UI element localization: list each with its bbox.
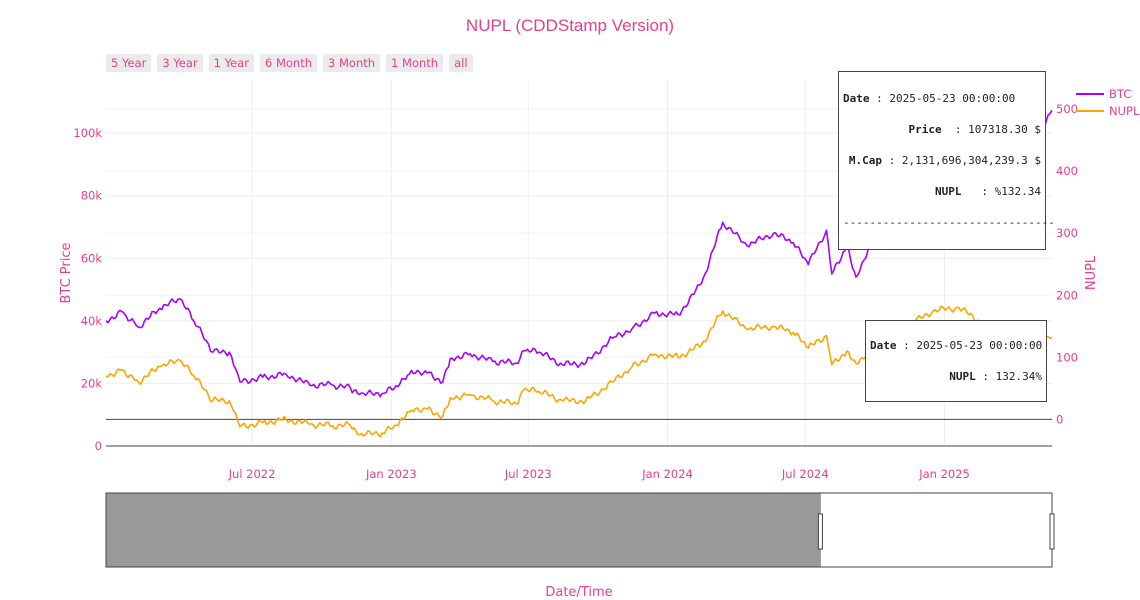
- chart-title: NUPL (CDDStamp Version): [465, 16, 675, 35]
- hover-tooltip-nupl: Date : 2025-05-23 00:00:00 NUPL : 132.34…: [865, 320, 1047, 402]
- range-button-3-month[interactable]: 3 Month: [323, 54, 381, 72]
- y-tick-label: 100k: [73, 126, 102, 140]
- y-tick-label: 60k: [81, 251, 103, 265]
- range-button-1-year[interactable]: 1 Year: [208, 54, 254, 72]
- x-axis: Jul 2022 Jan 2023 Jul 2023 Jan 2024 Jul 2024…: [228, 467, 970, 481]
- tooltip-date-label: Date: [843, 91, 870, 105]
- tooltip2-date-label: Date: [870, 338, 897, 352]
- x-tick-label: Jan 2024: [641, 467, 693, 481]
- legend[interactable]: BTC NUPL: [1076, 87, 1140, 118]
- range-button-1-month[interactable]: 1 Month: [386, 54, 444, 72]
- y2-tick-label: 0: [1056, 412, 1063, 426]
- tooltip-price-value: 107318.30 $: [968, 122, 1041, 136]
- legend-label-nupl: NUPL: [1109, 104, 1140, 118]
- zero-lines: [106, 418, 1052, 447]
- range-slider-handle-right: [1049, 513, 1055, 550]
- y2-tick-label: 400: [1056, 164, 1078, 178]
- range-slider[interactable]: [105, 492, 1055, 568]
- range-selector[interactable]: 5 Year 3 Year 1 Year 6 Month 3 Month 1 M…: [106, 54, 473, 72]
- y2-axis-label: NUPL: [1084, 255, 1099, 290]
- range-slider-unselected: [106, 493, 821, 567]
- y2-tick-label: 200: [1056, 288, 1078, 302]
- y-tick-label: 20k: [81, 376, 103, 390]
- range-button-all[interactable]: all: [449, 54, 473, 72]
- x-tick-label: Jul 2024: [781, 467, 829, 481]
- grid-lines: [106, 80, 1052, 446]
- y-tick-label: 80k: [81, 189, 103, 203]
- hover-tooltip-main: Date : 2025-05-23 00:00:00 Price : 10731…: [838, 71, 1055, 250]
- x-tick-label: Jan 2023: [365, 467, 417, 481]
- tooltip-date-value: 2025-05-23 00:00:00: [889, 91, 1016, 105]
- tooltip-mcap-value: 2,131,696,304,239.3 $: [901, 153, 1041, 167]
- tooltip-nupl-label: NUPL: [935, 184, 962, 198]
- y2-tick-label: 300: [1056, 226, 1078, 240]
- x-tick-label: Jul 2022: [228, 467, 276, 481]
- range-button-3-year[interactable]: 3 Year: [157, 54, 203, 72]
- y-tick-label: 40k: [81, 314, 103, 328]
- tooltip-price-label: Price: [908, 122, 942, 136]
- x-axis-label: Date/Time: [545, 585, 612, 600]
- x-tick-label: Jan 2025: [918, 467, 970, 481]
- y2-tick-label: 100: [1056, 350, 1078, 364]
- range-slider-handle-left: [817, 513, 823, 550]
- range-button-5-year[interactable]: 5 Year: [106, 54, 152, 72]
- legend-label-btc: BTC: [1109, 87, 1131, 101]
- tooltip-nupl-value: %132.34: [994, 184, 1041, 198]
- tooltip2-nupl-value: 132.34%: [995, 369, 1042, 383]
- y2-tick-label: 500: [1056, 102, 1078, 116]
- y-axis-left: 0 20k 40k 60k 80k 100k: [73, 126, 102, 453]
- x-tick-label: Jul 2023: [504, 467, 552, 481]
- y-axis-right: 0 100 200 300 400 500: [1056, 102, 1078, 426]
- range-button-6-month[interactable]: 6 Month: [259, 54, 318, 72]
- tooltip2-date-value: 2025-05-23 00:00:00: [916, 338, 1043, 352]
- y-axis-label: BTC Price: [59, 242, 74, 303]
- tooltip-separator: --------------------------------: [843, 215, 1055, 229]
- tooltip2-nupl-label: NUPL: [949, 369, 976, 383]
- tooltip-mcap-label: M.Cap: [848, 153, 883, 167]
- y-tick-label: 0: [95, 439, 102, 453]
